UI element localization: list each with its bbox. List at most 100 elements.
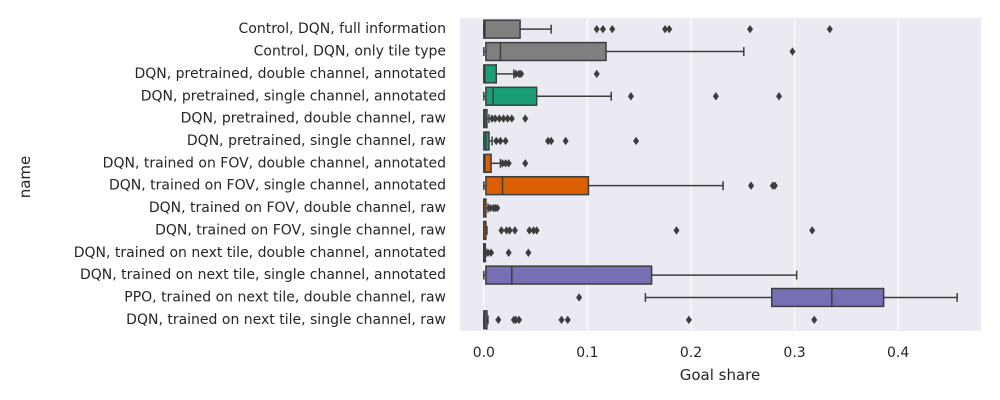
outlier-point (775, 92, 783, 101)
category-label: Control, DQN, only tile type (254, 44, 446, 60)
outlier-point (562, 136, 569, 146)
box-group (483, 153, 529, 174)
box (771, 287, 885, 308)
y-axis-label: name (16, 156, 34, 199)
category-label: DQN, trained on FOV, single channel, ann… (109, 178, 446, 194)
x-axis-label: Goal share (680, 366, 761, 384)
box (483, 64, 498, 84)
outlier-point (789, 47, 796, 56)
outlier-point (533, 226, 540, 235)
category-label: DQN, trained on FOV, double channel, ann… (103, 155, 446, 171)
outlier-point (484, 248, 491, 257)
outlier-point (530, 226, 537, 235)
category-label: DQN, pretrained, double channel, raw (181, 111, 446, 127)
outlier-point (497, 136, 504, 146)
outlier-point (525, 248, 532, 257)
outlier-point (512, 69, 519, 79)
category-label: DQN, trained on FOV, double channel, raw (149, 200, 446, 216)
outlier-point (826, 24, 833, 34)
outlier-point (493, 136, 500, 146)
outlier-point (494, 203, 501, 213)
outlier-point (495, 315, 502, 325)
category-label: DQN, trained on next tile, single channe… (80, 267, 446, 283)
outlier-point (505, 248, 512, 257)
box (485, 41, 607, 62)
outlier-point (489, 114, 496, 123)
outlier-point (771, 181, 778, 190)
x-tick-label: 0.0 (473, 345, 495, 361)
outlier-point (666, 24, 673, 34)
category-label: DQN, pretrained, double channel, annotat… (134, 66, 446, 82)
outlier-point (506, 226, 513, 235)
outlier-point (512, 315, 519, 325)
outlier-point (508, 114, 515, 123)
outlier-point (811, 315, 818, 325)
box-group (483, 310, 818, 330)
category-label: Control, DQN, full information (238, 21, 446, 37)
outlier-point (503, 226, 510, 235)
outlier-point (500, 114, 507, 123)
outlier-point (498, 226, 505, 235)
outlier-point (505, 159, 512, 168)
outlier-point (593, 24, 600, 34)
outlier-point (504, 114, 511, 123)
outlier-point (712, 92, 719, 101)
x-tick-label: 0.3 (783, 345, 805, 361)
outlier-point (576, 293, 583, 302)
outlier-point (685, 315, 692, 325)
outlier-point (516, 315, 523, 325)
category-labels: Control, DQN, full information Control, D… (74, 21, 446, 328)
outlier-point (499, 159, 506, 168)
box (483, 153, 492, 174)
box-group (483, 220, 816, 241)
outlier-point (545, 136, 552, 146)
box-group (483, 86, 783, 106)
outlier-point (487, 203, 494, 213)
outlier-point (522, 159, 529, 168)
category-label: DQN, trained on next tile, double channe… (74, 245, 446, 261)
outlier-point (558, 315, 565, 325)
category-label: DQN, pretrained, single channel, annotat… (141, 88, 446, 104)
outlier-point (673, 226, 680, 235)
outlier-point (518, 69, 525, 79)
box (485, 265, 653, 285)
outlier-point (627, 92, 634, 101)
outlier-point (526, 226, 533, 235)
x-tick-label: 0.2 (680, 345, 702, 361)
outlier-point (511, 226, 518, 235)
box-group (483, 108, 529, 129)
box-group (483, 41, 796, 62)
outlier-point (548, 136, 555, 146)
category-label: DQN, pretrained, single channel, raw (187, 133, 446, 149)
box-group (483, 19, 833, 39)
x-tick-label: 0.4 (887, 345, 909, 361)
outlier-point (609, 24, 616, 34)
outlier-point (746, 24, 754, 34)
outlier-point (809, 226, 816, 235)
box (483, 19, 521, 39)
outlier-point (522, 114, 529, 123)
box (485, 86, 538, 106)
box-group (483, 131, 640, 151)
category-label: DQN, trained on FOV, single channel, raw (155, 222, 446, 238)
x-tick-label: 0.1 (576, 345, 598, 361)
box (485, 175, 590, 196)
category-label: PPO, trained on next tile, double channe… (124, 289, 446, 305)
box-group (483, 243, 532, 263)
outlier-point (496, 114, 503, 123)
outlier-point (599, 24, 606, 34)
box-group (483, 175, 778, 196)
outlier-point (662, 24, 669, 34)
category-label: DQN, trained on next tile, single channe… (126, 312, 446, 328)
box-group (483, 265, 798, 285)
boxes (483, 19, 958, 330)
outlier-point (502, 136, 509, 146)
box-group (576, 287, 958, 308)
box-group (483, 64, 600, 84)
outlier-point (502, 159, 509, 168)
outlier-point (488, 248, 495, 257)
outlier-point (492, 114, 499, 123)
outlier-point (593, 69, 600, 79)
box-group (483, 198, 501, 218)
